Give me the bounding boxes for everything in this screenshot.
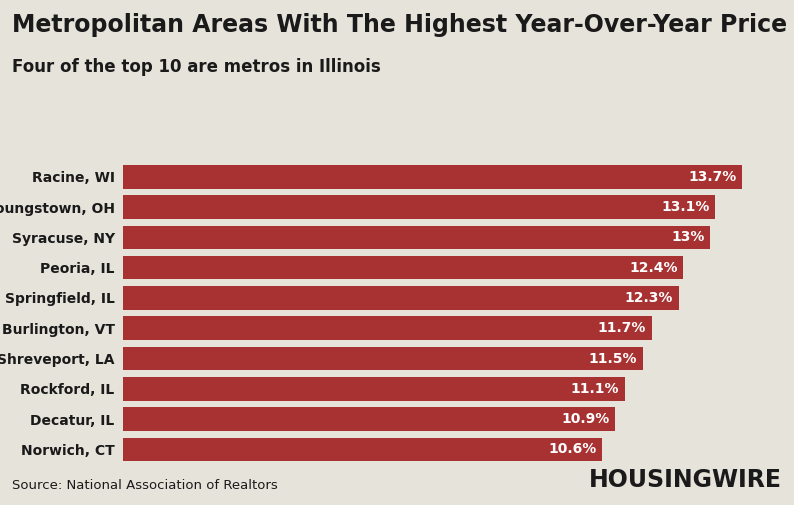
Bar (123, 286, 679, 310)
Text: Source: National Association of Realtors: Source: National Association of Realtors (12, 479, 278, 492)
Text: 13.1%: 13.1% (661, 200, 710, 214)
Text: 10.6%: 10.6% (549, 442, 596, 457)
Bar (123, 165, 742, 188)
Text: 11.7%: 11.7% (598, 321, 646, 335)
Bar (123, 408, 615, 431)
Bar (123, 347, 642, 370)
Bar (123, 256, 684, 279)
Text: 11.1%: 11.1% (571, 382, 619, 396)
Text: 13.7%: 13.7% (688, 170, 737, 184)
Text: Four of the top 10 are metros in Illinois: Four of the top 10 are metros in Illinoi… (12, 58, 380, 76)
Bar (123, 317, 652, 340)
Text: 11.5%: 11.5% (588, 351, 637, 366)
Text: 13%: 13% (672, 230, 705, 244)
Bar (123, 226, 711, 249)
Text: HOUSINGWIRE: HOUSINGWIRE (589, 468, 782, 492)
Text: 10.9%: 10.9% (562, 412, 610, 426)
Text: 12.4%: 12.4% (630, 261, 678, 275)
Text: 12.3%: 12.3% (625, 291, 673, 305)
Bar (123, 377, 625, 400)
Bar (123, 195, 715, 219)
Bar (123, 438, 602, 461)
Text: Metropolitan Areas With The Highest Year-Over-Year Price rises: Metropolitan Areas With The Highest Year… (12, 13, 794, 37)
